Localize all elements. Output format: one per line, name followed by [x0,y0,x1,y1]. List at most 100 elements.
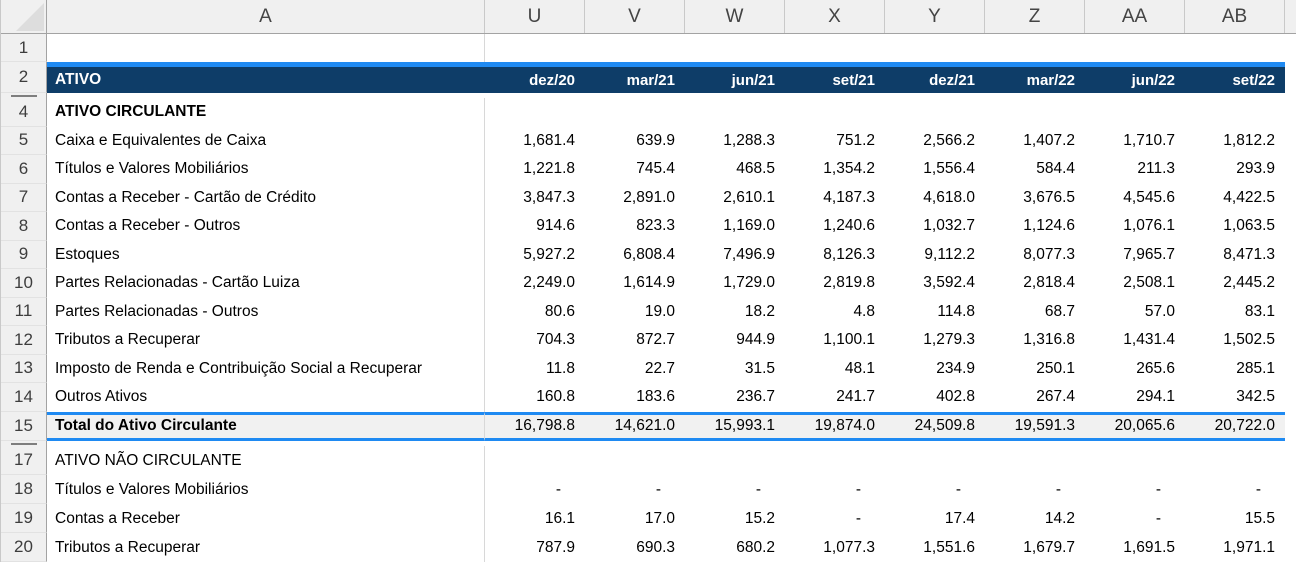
row-label-cell[interactable] [47,34,485,62]
value-cell[interactable] [485,446,585,475]
value-cell[interactable]: 15,993.1 [685,412,785,442]
value-cell[interactable] [985,34,1085,62]
value-cell[interactable]: 342.5 [1185,383,1285,412]
value-cell[interactable]: 1,679.7 [985,533,1085,562]
value-cell[interactable]: 1,316.8 [985,326,1085,355]
value-cell[interactable]: 24,509.8 [885,412,985,442]
value-cell[interactable]: 872.7 [585,326,685,355]
value-cell[interactable]: 751.2 [785,127,885,156]
value-cell[interactable]: dez/21 [885,62,985,93]
value-cell[interactable]: 3,847.3 [485,184,585,213]
value-cell[interactable]: 2,566.2 [885,127,985,156]
value-cell[interactable]: 3,676.5 [985,184,1085,213]
value-cell[interactable] [985,446,1085,475]
column-header-Z[interactable]: Z [985,0,1085,33]
value-cell[interactable]: 250.1 [985,355,1085,384]
value-cell[interactable]: 8,471.3 [1185,241,1285,270]
value-cell[interactable]: 80.6 [485,298,585,327]
value-cell[interactable] [685,34,785,62]
value-cell[interactable]: 787.9 [485,533,585,562]
value-cell[interactable]: 14.2 [985,504,1085,533]
value-cell[interactable]: 7,965.7 [1085,241,1185,270]
value-cell[interactable]: 15.5 [1185,504,1285,533]
row-number[interactable]: 9 [1,241,47,270]
value-cell[interactable]: - [685,475,785,504]
value-cell[interactable]: 16.1 [485,504,585,533]
row-number[interactable]: 13 [1,355,47,384]
value-cell[interactable]: jun/22 [1085,62,1185,93]
value-cell[interactable]: 19,874.0 [785,412,885,442]
value-cell[interactable]: 68.7 [985,298,1085,327]
row-label-cell[interactable]: Contas a Receber - Outros [47,212,485,241]
value-cell[interactable]: 183.6 [585,383,685,412]
value-cell[interactable] [585,34,685,62]
value-cell[interactable]: set/22 [1185,62,1285,93]
row-number[interactable]: 11 [1,298,47,327]
value-cell[interactable]: - [785,475,885,504]
row-number[interactable]: 7 [1,184,47,213]
value-cell[interactable]: 690.3 [585,533,685,562]
value-cell[interactable]: mar/22 [985,62,1085,93]
value-cell[interactable]: 241.7 [785,383,885,412]
value-cell[interactable] [885,98,985,127]
row-label-cell[interactable]: Tributos a Recuperar [47,326,485,355]
row-label-cell[interactable]: Estoques [47,241,485,270]
value-cell[interactable]: 22.7 [585,355,685,384]
value-cell[interactable]: 9,112.2 [885,241,985,270]
value-cell[interactable]: 1,354.2 [785,155,885,184]
value-cell[interactable] [1085,34,1185,62]
row-number[interactable]: 15 [1,412,47,442]
value-cell[interactable]: - [485,475,585,504]
value-cell[interactable]: 83.1 [1185,298,1285,327]
value-cell[interactable] [1185,446,1285,475]
value-cell[interactable]: 823.3 [585,212,685,241]
value-cell[interactable]: 1,240.6 [785,212,885,241]
value-cell[interactable]: 745.4 [585,155,685,184]
value-cell[interactable]: set/21 [785,62,885,93]
value-cell[interactable]: - [1085,475,1185,504]
column-header-V[interactable]: V [585,0,685,33]
value-cell[interactable]: 20,722.0 [1185,412,1285,442]
row-number[interactable]: 19 [1,504,47,533]
value-cell[interactable]: 2,819.8 [785,269,885,298]
value-cell[interactable]: dez/20 [485,62,585,93]
row-number[interactable]: 14 [1,383,47,412]
value-cell[interactable]: 236.7 [685,383,785,412]
value-cell[interactable]: 16,798.8 [485,412,585,442]
value-cell[interactable] [585,446,685,475]
value-cell[interactable]: 4,545.6 [1085,184,1185,213]
value-cell[interactable]: 31.5 [685,355,785,384]
value-cell[interactable]: - [585,475,685,504]
value-cell[interactable]: 4,422.5 [1185,184,1285,213]
value-cell[interactable] [785,446,885,475]
value-cell[interactable]: 234.9 [885,355,985,384]
value-cell[interactable] [985,98,1085,127]
row-label-cell[interactable]: Contas a Receber [47,504,485,533]
value-cell[interactable] [685,98,785,127]
row-label-cell[interactable]: Total do Ativo Circulante [47,412,485,442]
value-cell[interactable]: - [1185,475,1285,504]
value-cell[interactable]: 5,927.2 [485,241,585,270]
value-cell[interactable]: 914.6 [485,212,585,241]
value-cell[interactable]: jun/21 [685,62,785,93]
row-number[interactable]: 8 [1,212,47,241]
column-header-AA[interactable]: AA [1085,0,1185,33]
row-number[interactable]: 17 [1,446,47,475]
value-cell[interactable] [785,34,885,62]
column-header-A[interactable]: A [47,0,485,33]
value-cell[interactable]: 1,971.1 [1185,533,1285,562]
value-cell[interactable]: 293.9 [1185,155,1285,184]
row-label-cell[interactable]: ATIVO NÃO CIRCULANTE [47,446,485,475]
value-cell[interactable]: 1,681.4 [485,127,585,156]
value-cell[interactable]: 2,508.1 [1085,269,1185,298]
value-cell[interactable]: 680.2 [685,533,785,562]
value-cell[interactable]: - [785,504,885,533]
value-cell[interactable]: mar/21 [585,62,685,93]
value-cell[interactable]: 1,502.5 [1185,326,1285,355]
value-cell[interactable]: 17.4 [885,504,985,533]
value-cell[interactable]: 1,169.0 [685,212,785,241]
row-number[interactable]: 4 [1,98,47,127]
value-cell[interactable]: 1,279.3 [885,326,985,355]
value-cell[interactable]: 211.3 [1085,155,1185,184]
row-number[interactable]: 10 [1,269,47,298]
